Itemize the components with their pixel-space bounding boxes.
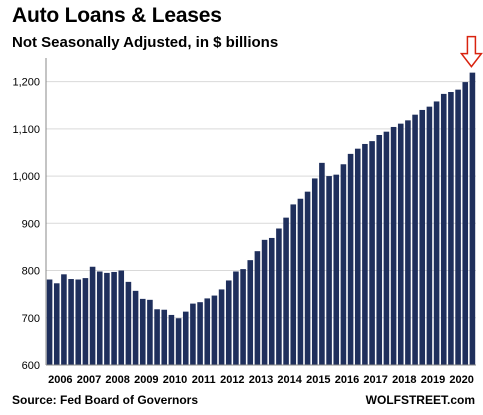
- bar: [319, 162, 325, 365]
- x-tick-label: 2007: [77, 374, 101, 386]
- bar: [376, 134, 383, 365]
- bar: [82, 278, 89, 365]
- bar: [369, 141, 375, 365]
- bar: [362, 143, 368, 365]
- x-tick-labels: 2006 2007 2008 2009 2010 2011 2012 2013 2014 2015…: [48, 374, 474, 386]
- bar: [53, 283, 60, 365]
- y-tick-label: 1,200: [12, 77, 40, 89]
- gridlines: [46, 81, 476, 366]
- x-tick-label: 2017: [363, 374, 387, 386]
- bar: [297, 198, 304, 365]
- bar: [412, 114, 418, 365]
- bar: [283, 217, 289, 365]
- bar: [419, 109, 426, 365]
- bar: [405, 120, 411, 366]
- bar: [218, 289, 225, 365]
- bar: [354, 148, 361, 365]
- bar: [104, 272, 110, 365]
- y-tick-label: 800: [22, 266, 40, 278]
- x-tick-label: 2010: [163, 374, 187, 386]
- bar: [197, 302, 203, 365]
- x-tick-label: 2020: [449, 374, 473, 386]
- x-tick-label: 2006: [48, 374, 72, 386]
- bar: [154, 309, 160, 365]
- down-arrow-icon: [459, 35, 483, 68]
- bar: [46, 279, 53, 365]
- x-tick-label: 2013: [249, 374, 273, 386]
- y-tick-label: 900: [22, 218, 40, 230]
- x-tick-label: 2015: [306, 374, 330, 386]
- bar: [347, 153, 354, 365]
- x-tick-label: 2016: [335, 374, 359, 386]
- bar: [304, 191, 311, 365]
- y-tick-labels: 600 700 800 900 1,000 1,100 1,200: [12, 77, 40, 372]
- bar: [225, 280, 232, 365]
- bar: [397, 123, 404, 365]
- bar: [161, 309, 168, 365]
- bar: [247, 260, 254, 365]
- bar: [75, 279, 82, 365]
- bar: [311, 178, 318, 365]
- bar: [440, 93, 447, 365]
- x-tick-label: 2018: [392, 374, 416, 386]
- y-tick-label: 1,000: [12, 171, 40, 183]
- y-tick-label: 1,100: [12, 124, 40, 136]
- bar: [276, 228, 282, 365]
- bar: [390, 126, 397, 365]
- bar: [469, 72, 476, 365]
- bar: [383, 131, 390, 365]
- bar: [61, 274, 67, 365]
- x-tick-label: 2012: [220, 374, 244, 386]
- bar: [190, 303, 196, 365]
- bar: [261, 239, 268, 365]
- bar: [111, 271, 117, 365]
- x-tick-label: 2014: [277, 374, 302, 386]
- x-tick-label: 2009: [134, 374, 158, 386]
- bar: [175, 318, 182, 365]
- axes: [45, 58, 476, 366]
- bar: [139, 298, 146, 365]
- chart-subtitle: Not Seasonally Adjusted, in $ billions: [12, 34, 279, 51]
- bar: [333, 174, 340, 365]
- bar: [240, 269, 246, 365]
- y-tick-label: 600: [22, 360, 40, 372]
- bar: [340, 164, 347, 365]
- source-note: Source: Fed Board of Governors: [12, 393, 199, 407]
- bar: [125, 281, 132, 365]
- bars: [46, 72, 476, 366]
- bar: [326, 176, 332, 365]
- bar: [433, 101, 440, 366]
- bar: [68, 279, 74, 365]
- bar: [448, 92, 454, 365]
- bar: [147, 299, 153, 365]
- bar: [462, 82, 469, 365]
- bar: [290, 204, 297, 365]
- bar: [254, 251, 261, 365]
- bar: [455, 89, 461, 365]
- bar: [211, 295, 218, 365]
- x-tick-label: 2011: [192, 374, 216, 386]
- bar: [168, 314, 175, 365]
- chart-title: Auto Loans & Leases: [12, 4, 222, 27]
- x-tick-label: 2019: [421, 374, 445, 386]
- brand-logo-text: WOLFSTREET.com: [365, 393, 475, 407]
- bar: [233, 271, 239, 365]
- x-tick-label: 2008: [105, 374, 129, 386]
- bar: [96, 271, 103, 365]
- bar: [204, 298, 211, 365]
- bar: [89, 266, 96, 365]
- bar: [268, 237, 275, 365]
- arrow-annotation: [459, 35, 483, 68]
- bar: [182, 311, 189, 365]
- y-tick-label: 700: [22, 313, 40, 325]
- bar: [118, 270, 125, 365]
- bar: [132, 290, 139, 365]
- bar: [426, 106, 433, 365]
